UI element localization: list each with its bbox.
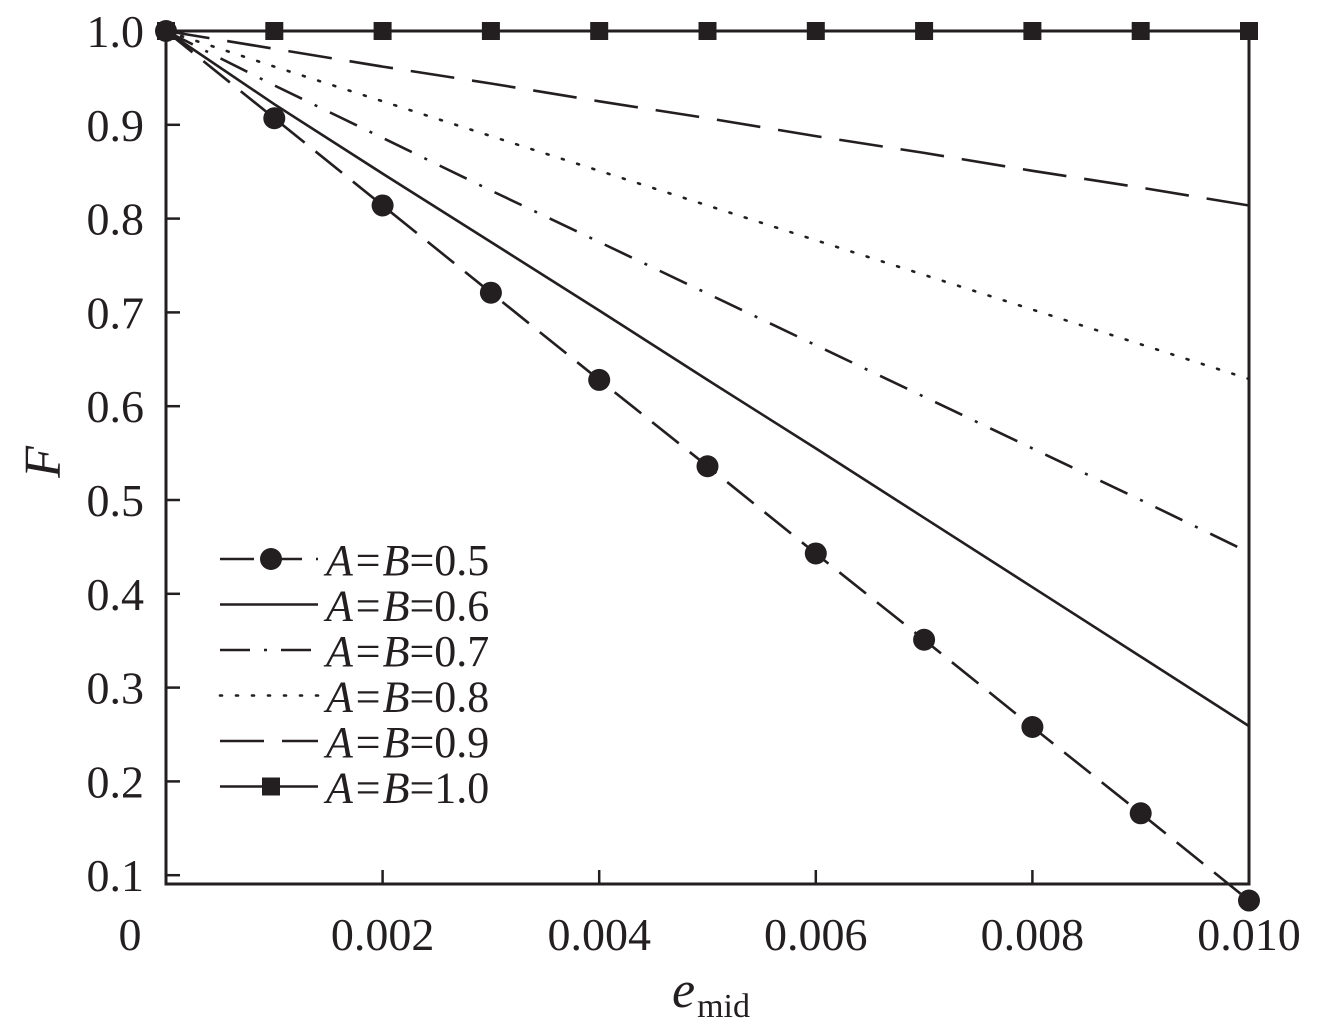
x-tick-label: 0.002 xyxy=(331,909,435,960)
data-point-square xyxy=(481,22,500,40)
y-tick-labels: 0.1 0.2 0.3 0.4 0.5 0.6 0.7 0.8 0.9 1.0 xyxy=(87,6,145,901)
data-point-circle xyxy=(913,628,936,651)
y-tick-label: 0.7 xyxy=(87,287,145,338)
y-tick-label: 0.5 xyxy=(87,475,145,526)
legend: A=B=0.5A=B=0.6A=B=0.7A=B=0.8A=B=0.9A=B=1… xyxy=(218,536,489,813)
series-line-4 xyxy=(164,29,1251,381)
x-axis-title-main: e xyxy=(672,962,695,1019)
axis-ticks xyxy=(166,123,1034,884)
x-axis-title: emid xyxy=(672,962,750,1025)
x-tick-label: 0.006 xyxy=(764,909,868,960)
legend-label-3: A=B=0.7 xyxy=(323,627,489,676)
data-point-circle xyxy=(371,194,394,217)
data-point-circle xyxy=(804,542,827,565)
legend-label-4: A=B=0.8 xyxy=(323,673,489,722)
data-point-circle xyxy=(588,368,611,391)
x-tick-label: 0.008 xyxy=(981,909,1085,960)
x-axis-title-subscript: mid xyxy=(697,988,750,1025)
series-line-3 xyxy=(165,29,1250,554)
y-tick-label: 0.6 xyxy=(87,381,145,432)
y-tick-label: 0.9 xyxy=(87,100,145,151)
y-tick-label: 0.3 xyxy=(87,663,145,714)
legend-label-6: A=B=1.0 xyxy=(323,764,489,813)
data-point-square xyxy=(590,22,609,40)
data-point-square xyxy=(373,22,392,40)
data-point-square xyxy=(265,22,284,40)
y-tick-label: 0.4 xyxy=(87,569,145,620)
data-point-circle xyxy=(479,281,502,304)
data-point-circle xyxy=(696,455,719,478)
data-point-square xyxy=(698,22,717,40)
x-tick-labels: 0 0.002 0.004 0.006 0.008 0.010 xyxy=(119,909,1301,960)
y-tick-label: 0.2 xyxy=(87,756,145,807)
data-point-circle xyxy=(260,548,282,570)
x-tick-label: 0 xyxy=(119,909,142,960)
data-point-square xyxy=(1240,22,1258,40)
data-point-circle xyxy=(263,107,286,130)
series-markers xyxy=(155,20,1260,912)
series-line-5 xyxy=(165,29,1250,207)
data-point-square xyxy=(806,22,825,40)
legend-label-1: A=B=0.5 xyxy=(323,536,489,585)
data-point-circle xyxy=(1238,889,1260,912)
y-tick-label: 0.1 xyxy=(87,850,145,901)
y-tick-label: 0.8 xyxy=(87,194,145,245)
y-axis-title: F xyxy=(15,445,72,479)
x-tick-label: 0.004 xyxy=(547,909,651,960)
data-point-square xyxy=(262,777,280,796)
y-tick-label: 1.0 xyxy=(87,6,145,57)
data-point-square xyxy=(915,22,934,40)
series-line-2 xyxy=(165,29,1250,728)
data-point-circle xyxy=(1021,715,1044,738)
legend-label-2: A=B=0.6 xyxy=(323,582,489,631)
legend-label-5: A=B=0.9 xyxy=(323,718,489,767)
data-point-square xyxy=(1131,22,1150,40)
data-point-circle xyxy=(1129,802,1152,825)
data-point-square xyxy=(157,22,175,40)
data-point-square xyxy=(1023,22,1042,40)
x-tick-label: 0.010 xyxy=(1197,909,1301,960)
